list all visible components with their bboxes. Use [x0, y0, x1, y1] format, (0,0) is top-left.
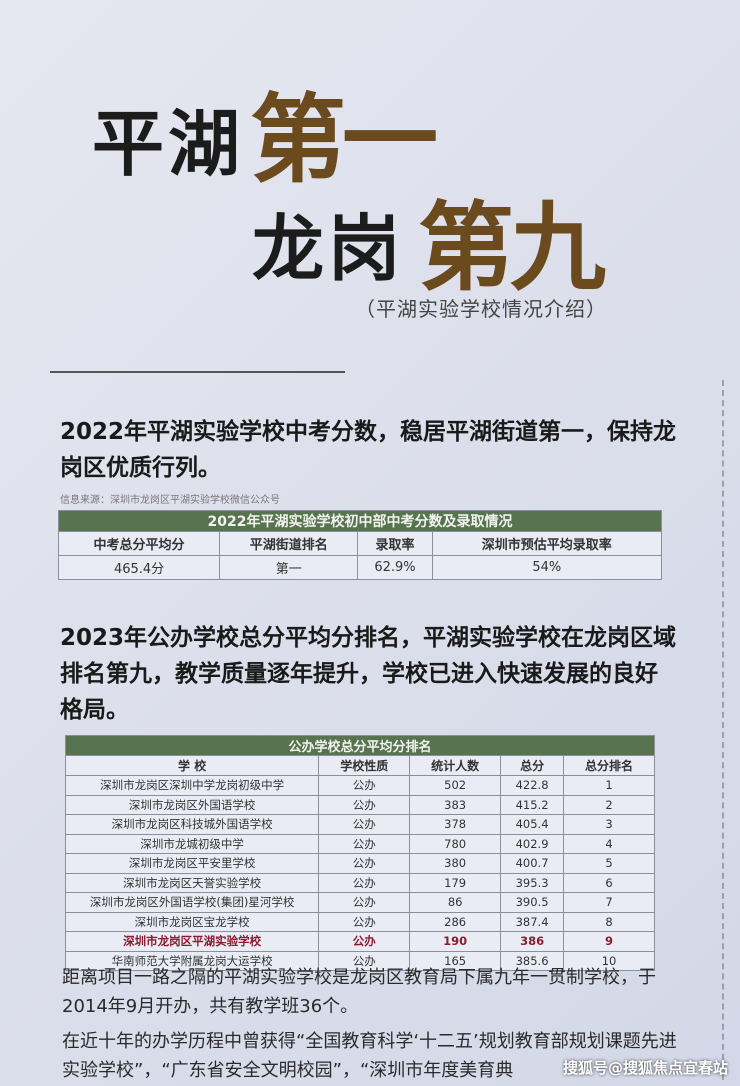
cell: 390.5 [500, 892, 565, 913]
section2-heading: 2023年公办学校总分平均分排名，平湖实验学校在龙岗区域排名第九，教学质量逐年提… [60, 625, 677, 723]
cell: 深圳市龙岗区平安里学校 [64, 853, 320, 874]
title-longgang: 龙岗 [252, 206, 405, 291]
cell: 公办 [318, 775, 411, 796]
cell: 5 [563, 853, 655, 874]
cell: 深圳市龙岗区天誉实验学校 [64, 872, 320, 893]
cell: 165 [409, 950, 502, 971]
cell: 公办 [318, 872, 411, 893]
cell: 190 [409, 931, 502, 952]
cell: 415.2 [500, 794, 565, 815]
title-ninth: 第九 [418, 191, 606, 304]
cell: 公办 [318, 892, 411, 913]
cell: 387.4 [500, 911, 565, 932]
col-header: 总分排名 [563, 755, 655, 776]
cell: 86 [409, 892, 502, 913]
cell: 54% [431, 555, 663, 580]
col-header: 深圳市预估平均录取率 [431, 531, 663, 556]
cell: 10 [563, 950, 655, 971]
col-header: 录取率 [357, 531, 433, 556]
table-row: 深圳市龙岗区宝龙学校 公办 286 387.4 8 [64, 911, 655, 932]
cell: 深圳市龙岗区外国语学校(集团)星河学校 [64, 892, 320, 913]
col-header: 学 校 [64, 755, 320, 776]
cell: 公办 [318, 814, 411, 835]
cell: 502 [409, 775, 502, 796]
cell: 公办 [318, 931, 411, 952]
cell: 62.9% [357, 555, 433, 580]
section1-heading: 2022年平湖实验学校中考分数，稳居平湖街道第一，保持龙岗区优质行列。 [60, 419, 677, 481]
cell: 深圳市龙岗区科技城外国语学校 [64, 814, 320, 835]
cell: 405.4 [500, 814, 565, 835]
table-row: 深圳市龙岗区平安里学校 公办 380 400.7 5 [64, 853, 655, 874]
cell: 422.8 [500, 775, 565, 796]
cell: 公办 [318, 833, 411, 854]
table-caption: 2022年平湖实验学校初中部中考分数及录取情况 [58, 510, 662, 532]
table-row: 深圳市龙岗区外国语学校(集团)星河学校 公办 86 390.5 7 [64, 892, 655, 913]
subtitle: （平湖实验学校情况介绍） [355, 297, 607, 321]
table-row: 深圳市龙岗区天誉实验学校 公办 179 395.3 6 [64, 872, 655, 893]
col-header: 学校性质 [318, 755, 411, 776]
cell: 6 [563, 872, 655, 893]
cell: 公办 [318, 911, 411, 932]
cell: 380 [409, 853, 502, 874]
title-first: 第一 [250, 83, 438, 196]
cell: 395.3 [500, 872, 565, 893]
watermark: 搜狐号@搜狐焦点宜春站 [562, 1059, 728, 1077]
cell: 179 [409, 872, 502, 893]
score-table: 2022年平湖实验学校初中部中考分数及录取情况 中考总分平均分 平湖街道排名 录… [57, 510, 663, 580]
cell: 深圳市龙岗区深圳中学龙岗初级中学 [64, 775, 320, 796]
cell: 3 [563, 814, 655, 835]
table-row: 深圳市龙城初级中学 公办 780 402.9 4 [64, 833, 655, 854]
cell: 378 [409, 814, 502, 835]
table-caption: 公办学校总分平均分排名 [65, 735, 655, 756]
col-header: 平湖街道排名 [219, 531, 359, 556]
col-header: 中考总分平均分 [57, 531, 221, 556]
table-row: 深圳市龙岗区深圳中学龙岗初级中学 公办 502 422.8 1 [64, 775, 655, 796]
cell: 公办 [318, 853, 411, 874]
cell: 深圳市龙岗区平湖实验学校 [64, 931, 320, 952]
table-row: 深圳市龙岗区平湖实验学校 公办 190 386 9 [64, 931, 655, 952]
cell: 公办 [318, 794, 411, 815]
cell: 8 [563, 911, 655, 932]
cell: 780 [409, 833, 502, 854]
source-note: 信息来源：深圳市龙岗区平湖实验学校微信公众号 [60, 495, 280, 506]
dashed-line [722, 380, 724, 1080]
cell: 402.9 [500, 833, 565, 854]
col-header: 统计人数 [409, 755, 502, 776]
table-row: 465.4分 第一 62.9% 54% [57, 555, 663, 580]
cell: 深圳市龙岗区外国语学校 [64, 794, 320, 815]
col-header: 总分 [500, 755, 565, 776]
table-row: 华南师范大学附属龙岗大运学校 公办 165 385.6 10 [64, 950, 655, 971]
cell: 2 [563, 794, 655, 815]
cell: 华南师范大学附属龙岗大运学校 [64, 950, 320, 971]
cell: 400.7 [500, 853, 565, 874]
divider [50, 371, 345, 373]
cell: 深圳市龙岗区宝龙学校 [64, 911, 320, 932]
ranking-table: 公办学校总分平均分排名 学 校 学校性质 统计人数 总分 总分排名 深圳市龙岗区… [64, 735, 655, 971]
title-pinghu: 平湖 [92, 101, 245, 186]
cell: 385.6 [500, 950, 565, 971]
paragraph: 在近十年的办学历程中曾获得“全国教育科学‘十二五’规划教育部规划课题先进实验学校… [62, 1031, 677, 1081]
cell: 286 [409, 911, 502, 932]
cell: 386 [500, 931, 565, 952]
paragraph: 距离项目一路之隔的平湖实验学校是龙岗区教育局下属九年一贯制学校，于2014年9月… [62, 967, 656, 1017]
cell: 383 [409, 794, 502, 815]
cell: 深圳市龙城初级中学 [64, 833, 320, 854]
cell: 465.4分 [57, 555, 221, 580]
table-row: 深圳市龙岗区科技城外国语学校 公办 378 405.4 3 [64, 814, 655, 835]
cell: 9 [563, 931, 655, 952]
cell: 4 [563, 833, 655, 854]
table-row: 深圳市龙岗区外国语学校 公办 383 415.2 2 [64, 794, 655, 815]
cell: 第一 [219, 555, 359, 580]
cell: 1 [563, 775, 655, 796]
cell: 7 [563, 892, 655, 913]
